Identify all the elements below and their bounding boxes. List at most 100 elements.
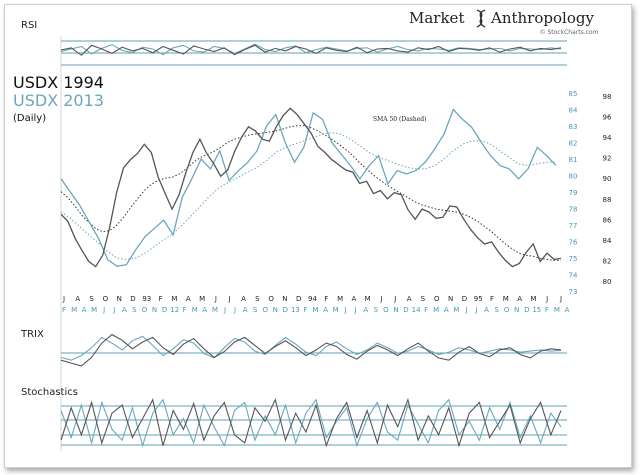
x-tick-2013: A bbox=[363, 306, 368, 314]
x-tick-2013: M bbox=[312, 306, 318, 314]
axis-2013-tick-label: 84 bbox=[569, 107, 578, 115]
stockcharts-credit: © StockCharts.com bbox=[540, 29, 599, 36]
x-tick-1994: J bbox=[559, 295, 562, 303]
x-tick-2013: O bbox=[383, 306, 389, 314]
x-tick-1994: S bbox=[421, 295, 426, 303]
x-tick-1994: A bbox=[517, 295, 522, 303]
x-tick-2013: O bbox=[262, 306, 268, 314]
x-tick-1994: M bbox=[199, 295, 205, 303]
x-tick-2013: D bbox=[403, 306, 408, 314]
x-tick-1994: J bbox=[62, 295, 65, 303]
axis-2013-tick-label: 83 bbox=[569, 123, 578, 131]
x-tick-2013: M bbox=[192, 306, 198, 314]
x-tick-1994: M bbox=[503, 295, 509, 303]
x-tick-2013: A bbox=[122, 306, 127, 314]
axis-2013-tick-label: 81 bbox=[569, 156, 578, 164]
x-tick-2013: O bbox=[504, 306, 510, 314]
x-tick-2013: M bbox=[433, 306, 439, 314]
x-tick-2013: J bbox=[474, 306, 477, 314]
x-tick-1994: M bbox=[530, 295, 536, 303]
x-tick-2013: M bbox=[71, 306, 77, 314]
x-tick-1994: J bbox=[379, 295, 382, 303]
title-usdx-2013: USDX 2013 bbox=[13, 91, 104, 110]
usdx-1994-line bbox=[60, 107, 562, 268]
axis-2013-tick-label: 75 bbox=[569, 255, 578, 263]
brand-right-text: Anthropology bbox=[490, 9, 594, 27]
x-tick-2013: J bbox=[112, 306, 115, 314]
x-tick-2013: A bbox=[82, 306, 87, 314]
x-tick-1994: F bbox=[159, 295, 163, 303]
axis-2013-tick-label: 77 bbox=[569, 222, 578, 230]
axis-1994-tick-label: 88 bbox=[603, 196, 612, 204]
axis-2013-tick-label: 78 bbox=[569, 206, 578, 214]
x-tick-2013: M bbox=[453, 306, 459, 314]
x-tick-2013: F bbox=[545, 306, 549, 314]
x-tick-1994: O bbox=[268, 295, 274, 303]
axis-1994-tick-label: 94 bbox=[603, 134, 612, 142]
x-tick-1994: M bbox=[337, 295, 343, 303]
title-usdx-1994: USDX 1994 bbox=[13, 73, 104, 92]
x-tick-1994: N bbox=[117, 295, 122, 303]
panel-structure bbox=[60, 36, 567, 451]
rsi-1994-line bbox=[60, 44, 562, 56]
x-tick-2013: M bbox=[554, 306, 560, 314]
x-tick-2013: N bbox=[152, 306, 157, 314]
x-tick-1994: N bbox=[282, 295, 287, 303]
x-tick-2013: F bbox=[303, 306, 307, 314]
plot-series bbox=[60, 43, 562, 448]
x-tick-2013: M bbox=[212, 306, 218, 314]
x-tick-1994: J bbox=[228, 295, 231, 303]
brand-logo: Market Anthropology © StockCharts.com bbox=[409, 9, 599, 36]
rsi-panel-label: RSI bbox=[21, 20, 37, 31]
x-tick-1994: D bbox=[296, 295, 301, 303]
x-tick-1994: J bbox=[393, 295, 396, 303]
stochastics-2013-line bbox=[60, 398, 562, 448]
chart-frame: Market Anthropology © StockCharts.com RS… bbox=[4, 4, 632, 468]
sma-label: SMA 50 (Dashed) bbox=[373, 116, 426, 123]
axis-1994-tick-label: 92 bbox=[603, 155, 612, 163]
x-tick-2013: J bbox=[464, 306, 467, 314]
axis-1994-tick-label: 98 bbox=[603, 93, 612, 101]
usdx-2013-line bbox=[60, 108, 557, 267]
x-tick-2013: A bbox=[202, 306, 207, 314]
x-tick-2013: A bbox=[484, 306, 489, 314]
x-tick-1994: A bbox=[75, 295, 80, 303]
x-tick-1994: S bbox=[255, 295, 260, 303]
axis-2013-tick-label: 85 bbox=[569, 90, 578, 98]
axis-1994-tick-label: 96 bbox=[603, 114, 612, 122]
x-tick-1994: F bbox=[324, 295, 328, 303]
x-tick-2013: D bbox=[283, 306, 288, 314]
stochastics-panel-label: Stochastics bbox=[21, 387, 78, 398]
x-tick-1994: M bbox=[365, 295, 371, 303]
sma-2013-line bbox=[60, 132, 556, 261]
x-tick-1994: 94 bbox=[308, 295, 317, 303]
x-tick-2013: 12 bbox=[170, 306, 179, 314]
x-tick-1994: F bbox=[490, 295, 494, 303]
x-tick-2013: S bbox=[253, 306, 258, 314]
x-tick-2013: J bbox=[102, 306, 105, 314]
x-tick-1994: S bbox=[89, 295, 94, 303]
x-tick-2013: O bbox=[142, 306, 148, 314]
axis-2013-tick-label: 74 bbox=[569, 272, 578, 280]
axis-2013-tick-label: 82 bbox=[569, 140, 578, 148]
x-tick-1994: J bbox=[214, 295, 217, 303]
x-tick-1994: J bbox=[545, 295, 548, 303]
axis-1994-tick-label: 84 bbox=[603, 237, 612, 245]
dna-helix-icon bbox=[476, 9, 486, 28]
x-tick-1994: D bbox=[130, 295, 135, 303]
trix-1994-line bbox=[60, 333, 562, 367]
axis-labels: 73 74 75 76 77 78 79 80 81 82 83 84 85 80 82 84 86 88 90 92… bbox=[62, 90, 612, 314]
x-tick-1994: A bbox=[186, 295, 191, 303]
x-tick-1994: O bbox=[434, 295, 440, 303]
x-tick-1994: A bbox=[352, 295, 357, 303]
x-tick-1994: N bbox=[448, 295, 453, 303]
x-tick-2013: A bbox=[243, 306, 248, 314]
x-tick-2013: A bbox=[565, 306, 570, 314]
usdx-comparison-chart: Market Anthropology © StockCharts.com RS… bbox=[13, 9, 612, 451]
title-daily: (Daily) bbox=[13, 113, 46, 124]
axis-2013-tick-label: 76 bbox=[569, 239, 578, 247]
x-tick-2013: M bbox=[333, 306, 339, 314]
x-tick-2013: A bbox=[323, 306, 328, 314]
axis-1994-tick-label: 86 bbox=[603, 216, 612, 224]
x-tick-1994: O bbox=[103, 295, 109, 303]
